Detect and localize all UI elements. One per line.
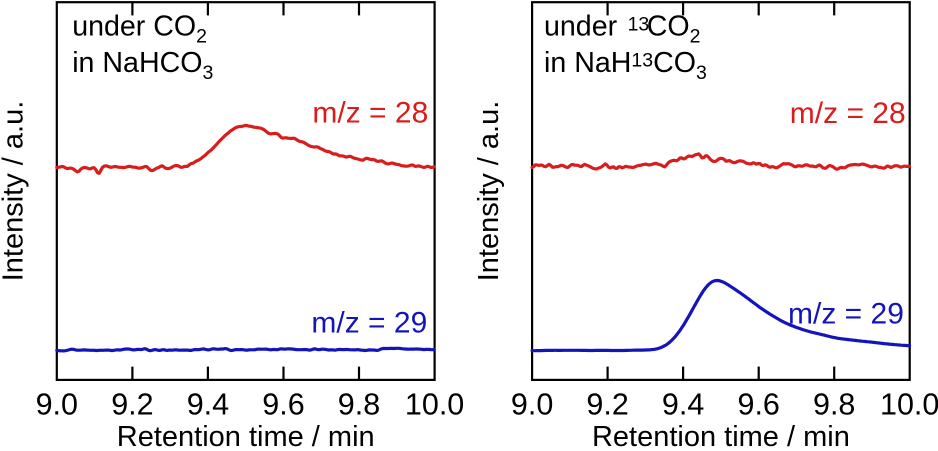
svg-text:m/z = 29: m/z = 29 [788,297,904,330]
svg-text:9.4: 9.4 [187,387,229,421]
svg-text:m/z = 29: m/z = 29 [311,307,427,340]
svg-text:9.6: 9.6 [262,387,304,421]
svg-text:m/z = 28: m/z = 28 [790,97,906,130]
svg-text:9.2: 9.2 [111,387,153,421]
svg-text:9.8: 9.8 [813,387,855,421]
svg-text:10.0: 10.0 [880,387,938,421]
svg-text:in NaHCO3: in NaHCO3 [72,47,213,84]
svg-text:10.0: 10.0 [405,387,464,421]
svg-text:under 13CO2: under 13CO2 [544,11,701,48]
svg-text:9.8: 9.8 [338,387,380,421]
svg-text:under CO2: under CO2 [72,11,207,48]
svg-text:Intensity / a.u.: Intensity / a.u. [473,101,505,282]
svg-text:9.6: 9.6 [737,387,779,421]
svg-text:9.4: 9.4 [662,387,704,421]
svg-text:9.0: 9.0 [511,387,553,421]
svg-text:9.0: 9.0 [36,387,78,421]
svg-text:in NaH13CO3: in NaH13CO3 [544,47,707,84]
svg-text:9.2: 9.2 [586,387,628,421]
svg-text:Retention time / min: Retention time / min [592,421,850,451]
svg-text:m/z = 28: m/z = 28 [312,96,428,129]
svg-text:Intensity / a.u.: Intensity / a.u. [0,101,30,282]
svg-text:Retention time / min: Retention time / min [117,421,375,451]
